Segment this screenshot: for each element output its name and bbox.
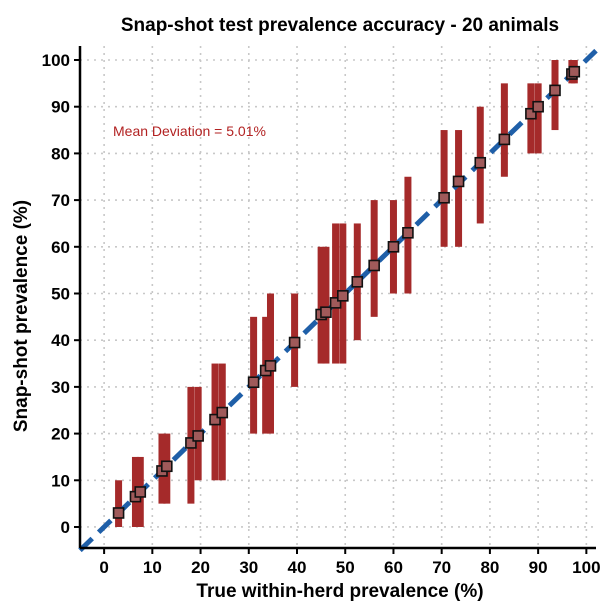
interval-bar-24 — [500, 83, 508, 177]
data-point-15 — [329, 297, 342, 309]
interval-bar-22 — [455, 130, 463, 247]
data-points — [112, 65, 581, 519]
y-tick-label-9: 90 — [51, 98, 70, 117]
x-tick-label-2: 20 — [191, 558, 210, 577]
x-tick-label-7: 70 — [432, 558, 451, 577]
mean-deviation-annotation: Mean Deviation = 5.01% — [113, 123, 266, 139]
data-point-0 — [112, 507, 125, 519]
chart-title: Snap-shot test prevalence accuracy - 20 … — [121, 15, 559, 36]
data-point-7 — [209, 413, 221, 426]
data-point-6 — [192, 430, 204, 442]
data-point-29 — [568, 65, 581, 78]
interval-bar-15 — [332, 223, 340, 364]
data-point-16 — [337, 290, 349, 302]
axes — [74, 46, 596, 554]
y-tick-label-5: 50 — [51, 284, 70, 303]
y-tick-label-0: 0 — [61, 518, 70, 537]
data-point-21 — [438, 191, 450, 204]
data-point-27 — [549, 84, 561, 97]
data-point-22 — [452, 175, 465, 188]
interval-bar-18 — [370, 200, 378, 317]
data-point-20 — [402, 226, 414, 239]
y-tick-label-6: 60 — [51, 238, 70, 257]
data-point-8 — [216, 406, 229, 419]
y-tick-label-8: 80 — [51, 144, 70, 163]
y-tick-label-3: 30 — [51, 378, 70, 397]
data-point-2 — [134, 486, 147, 498]
data-point-18 — [368, 259, 380, 272]
interval-bar-13 — [317, 246, 325, 364]
interval-bar-26 — [534, 83, 542, 154]
data-point-4 — [161, 460, 173, 473]
x-tick-label-8: 80 — [480, 558, 499, 577]
y-tick-label-7: 70 — [51, 191, 70, 210]
data-point-25 — [525, 107, 537, 120]
interval-bar-14 — [322, 246, 330, 364]
x-tick-label-0: 0 — [99, 558, 108, 577]
x-tick-label-10: 100 — [572, 558, 600, 577]
x-tick-label-1: 10 — [143, 558, 162, 577]
data-point-17 — [351, 276, 364, 288]
y-tick-label-2: 20 — [51, 425, 70, 444]
x-tick-label-5: 50 — [336, 558, 355, 577]
x-tick-label-3: 30 — [239, 558, 258, 577]
data-point-26 — [532, 100, 544, 113]
y-tick-labels: 0 10 20 30 40 50 60 70 80 90 100 — [42, 51, 70, 537]
data-point-24 — [498, 133, 511, 146]
interval-bar-21 — [440, 130, 448, 247]
y-tick-label-4: 40 — [51, 331, 70, 350]
x-tick-label-4: 40 — [288, 558, 307, 577]
y-axis-label: Snap-shot prevalence (%) — [11, 200, 32, 432]
data-point-11 — [264, 360, 277, 372]
data-point-23 — [474, 156, 487, 169]
data-point-9 — [247, 376, 260, 389]
y-tick-label-10: 100 — [42, 51, 70, 70]
interval-bar-0 — [115, 480, 123, 527]
interval-bar-8 — [218, 363, 226, 481]
x-tick-label-6: 60 — [384, 558, 403, 577]
data-point-14 — [320, 306, 332, 318]
x-tick-labels: 0 10 20 30 40 50 60 70 80 90 100 — [99, 558, 600, 577]
y-tick-label-1: 10 — [51, 471, 70, 490]
x-axis-label: True within-herd prevalence (%) — [196, 581, 483, 602]
data-point-5 — [185, 437, 197, 449]
data-point-12 — [288, 336, 301, 349]
x-tick-label-9: 90 — [529, 558, 548, 577]
interval-bar-9 — [250, 316, 258, 434]
data-point-19 — [387, 241, 400, 253]
